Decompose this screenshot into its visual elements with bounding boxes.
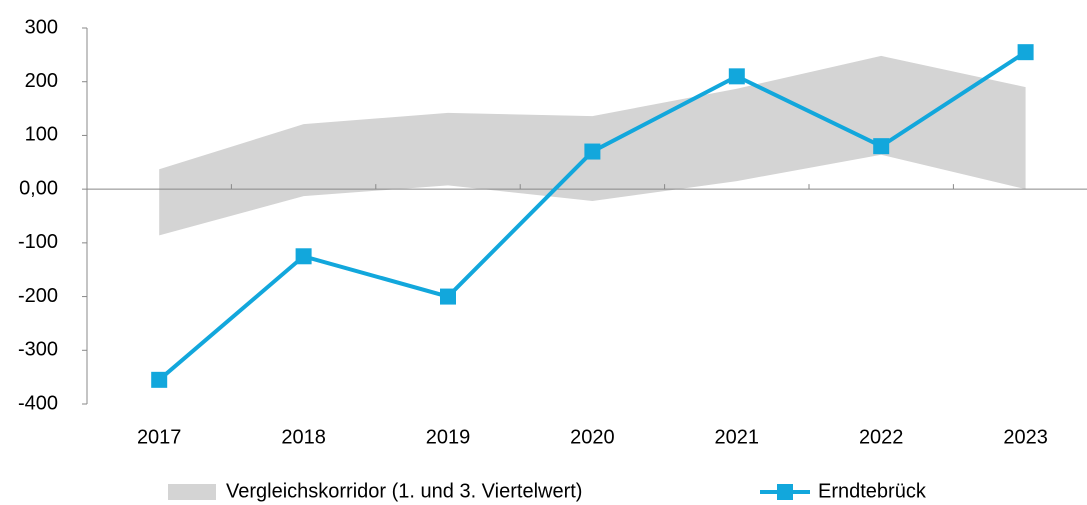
y-tick-label: -100: [18, 231, 58, 253]
x-tick-label: 2019: [426, 426, 471, 448]
series-marker: [295, 248, 312, 265]
x-tick-label: 2021: [715, 426, 760, 448]
x-tick-label: 2023: [1003, 426, 1048, 448]
y-tick-label: -200: [18, 285, 58, 307]
series-marker: [728, 68, 745, 85]
series-marker: [1017, 44, 1034, 61]
series-marker: [584, 143, 601, 160]
legend-label: Vergleichskorridor (1. und 3. Viertelwer…: [226, 480, 582, 502]
legend-label: Erndtebrück: [818, 480, 927, 502]
y-tick-label: 0,00: [19, 177, 58, 199]
x-tick-label: 2017: [137, 426, 182, 448]
x-tick-label: 2020: [570, 426, 615, 448]
y-tick-label: 200: [25, 70, 58, 92]
series-marker: [873, 138, 890, 155]
series-marker: [151, 371, 168, 388]
y-tick-label: 100: [25, 124, 58, 146]
series-marker: [440, 288, 456, 305]
y-tick-label: -300: [18, 339, 58, 361]
y-tick-label: -400: [18, 392, 58, 414]
x-tick-label: 2022: [859, 426, 904, 448]
x-tick-label: 2018: [281, 426, 326, 448]
legend-swatch: [168, 484, 216, 500]
y-tick-label: 300: [25, 16, 58, 38]
legend-marker: [777, 484, 793, 500]
